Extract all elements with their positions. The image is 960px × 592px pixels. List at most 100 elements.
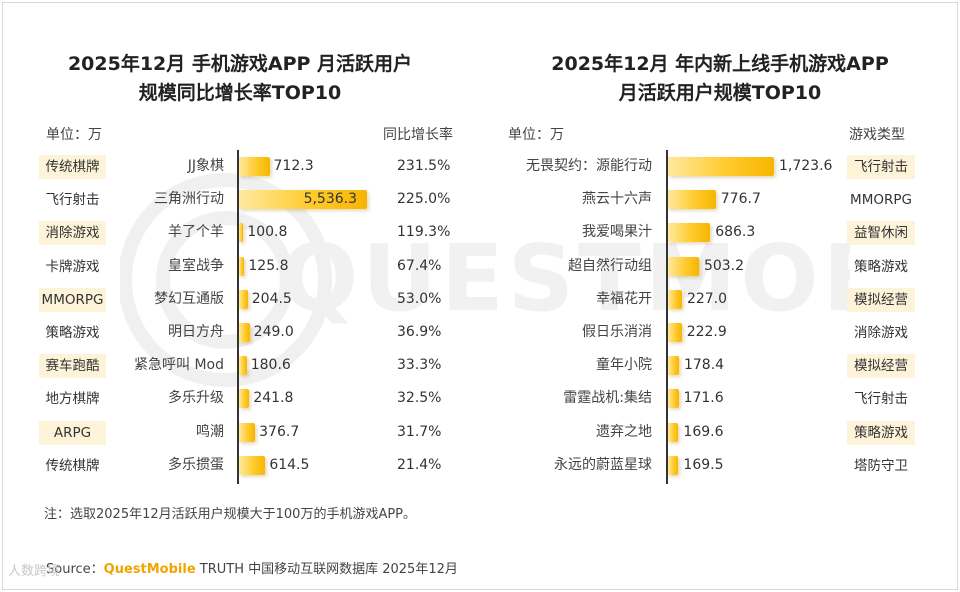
right-bar xyxy=(668,157,774,176)
left-genre-tag: 传统棋牌 xyxy=(45,457,100,474)
left-bar xyxy=(239,223,244,243)
right-row-1: 无畏契约：源能行动 1,723.6 飞行射击 xyxy=(0,150,960,183)
right-value-label: 686.3 xyxy=(715,224,756,241)
left-y-axis xyxy=(237,150,239,484)
left-bar xyxy=(239,455,266,475)
left-value-label: 180.6 xyxy=(250,357,291,374)
right-game-name: 无畏契约：源能行动 xyxy=(526,158,652,174)
left-bar xyxy=(239,422,256,442)
right-game-name: 假日乐消消 xyxy=(582,324,652,340)
right-bar xyxy=(668,190,716,210)
left-growth-value: 33.3% xyxy=(397,357,442,374)
left-growth-value: 36.9% xyxy=(397,324,442,340)
right-row-4: 超自然行动组 503.2 策略游戏 xyxy=(0,250,960,283)
left-value-label: 376.7 xyxy=(259,423,300,440)
right-value-label: 776.7 xyxy=(720,191,761,208)
right-row-2: 燕云十六声 776.7 MMORPG xyxy=(0,183,960,216)
left-growth-value: 67.4% xyxy=(397,257,442,274)
right-value-label: 503.2 xyxy=(703,257,745,274)
left-game-name: 紧急呼叫 Mod xyxy=(134,357,224,374)
left-growth-value: 119.3% xyxy=(397,224,451,241)
right-genre-tag: 模拟经营 xyxy=(847,354,915,379)
left-growth-header: 同比增长率 xyxy=(383,127,453,143)
left-value-label: 5,536.3 xyxy=(303,191,357,208)
right-bar xyxy=(668,422,679,442)
right-game-name: 燕云十六声 xyxy=(582,191,652,208)
left-title-line1: 2025年12月 手机游戏APP 月活跃用户 xyxy=(67,53,413,75)
right-row-3: 我爱喝果汁 686.3 益智休闲 xyxy=(0,216,960,249)
left-row-9: ARPG 鸣潮 376.7 31.7% xyxy=(0,416,480,449)
left-genre-tag: ARPG xyxy=(39,420,106,445)
left-bar xyxy=(239,157,270,176)
right-genre-tag: 模拟经营 xyxy=(847,287,915,312)
left-bar xyxy=(239,323,250,342)
left-chart-title: 2025年12月 手机游戏APP 月活跃用户 规模同比增长率TOP10 xyxy=(40,50,440,108)
right-game-name: 童年小院 xyxy=(596,357,652,374)
left-row-8: 地方棋牌 多乐升级 241.8 32.5% xyxy=(0,382,480,415)
left-row-1: 传统棋牌 JJ象棋 712.3 231.5% xyxy=(0,150,480,183)
left-genre-tag: 赛车跑酷 xyxy=(39,354,106,379)
right-value-label: 1,723.6 xyxy=(779,158,833,174)
left-value-label: 614.5 xyxy=(269,456,310,473)
source-brand: QuestMobile xyxy=(103,562,196,577)
left-growth-value: 31.7% xyxy=(397,423,442,440)
left-genre-tag: 消除游戏 xyxy=(39,221,106,246)
right-title-line2: 月活跃用户规模TOP10 xyxy=(618,82,822,104)
right-bar xyxy=(668,289,682,309)
source-line: Source：QuestMobile TRUTH 中国移动互联网数据库 2025… xyxy=(46,558,458,577)
right-row-10: 永远的蔚蓝星球 169.5 塔防守卫 xyxy=(0,449,960,482)
right-value-label: 169.5 xyxy=(683,456,724,473)
right-bar xyxy=(668,223,711,243)
right-genre-tag: 飞行射击 xyxy=(854,391,908,408)
corner-logo-text: 人数跨境 xyxy=(8,564,61,579)
right-row-5: 幸福花开 227.0 模拟经营 xyxy=(0,283,960,316)
left-row-4: 卡牌游戏 皇室战争 125.8 67.4% xyxy=(0,250,480,283)
right-row-6: 假日乐消消 222.9 消除游戏 xyxy=(0,316,960,349)
left-growth-value: 21.4% xyxy=(397,456,442,473)
left-value-label: 204.5 xyxy=(251,290,292,307)
left-genre-tag: 卡牌游戏 xyxy=(45,258,100,275)
right-genre-tag: 塔防守卫 xyxy=(854,457,908,474)
right-title-line1: 2025年12月 年内新上线手机游戏APP xyxy=(551,53,889,75)
left-title-line2: 规模同比增长率TOP10 xyxy=(138,82,342,104)
right-game-name: 永远的蔚蓝星球 xyxy=(554,456,652,473)
right-row-9: 遗弃之地 169.6 策略游戏 xyxy=(0,416,960,449)
left-game-name: 多乐升级 xyxy=(168,390,224,407)
right-game-name: 超自然行动组 xyxy=(568,257,652,274)
left-growth-value: 231.5% xyxy=(397,158,451,174)
left-row-2: 飞行射击 三角洲行动 5,536.3 225.0% xyxy=(0,183,480,216)
right-unit-label: 单位：万 xyxy=(508,127,564,143)
left-chart-rows: 传统棋牌 JJ象棋 712.3 231.5% 飞行射击 三角洲行动 5,536.3 225.0… xyxy=(0,150,480,484)
left-value-label: 249.0 xyxy=(253,324,294,340)
right-game-name: 我爱喝果汁 xyxy=(582,224,652,241)
left-row-10: 传统棋牌 多乐掼蛋 614.5 21.4% xyxy=(0,449,480,482)
right-genre-tag: 飞行射击 xyxy=(847,155,915,179)
left-bar xyxy=(239,289,248,309)
left-value-label: 100.8 xyxy=(247,224,288,241)
left-game-name: 鸣潮 xyxy=(196,423,224,440)
right-game-name: 遗弃之地 xyxy=(596,423,652,440)
left-genre-tag: 飞行射击 xyxy=(45,192,100,209)
right-bar xyxy=(668,455,679,475)
left-game-name: 三角洲行动 xyxy=(154,191,224,208)
left-bar xyxy=(239,389,250,409)
right-bar xyxy=(668,323,682,342)
right-value-label: 222.9 xyxy=(686,324,727,340)
right-game-name: 雷霆战机:集结 xyxy=(563,390,652,407)
left-genre-tag: 传统棋牌 xyxy=(39,155,106,179)
right-bar xyxy=(668,356,679,376)
left-game-name: 皇室战争 xyxy=(168,257,224,274)
left-value-label: 712.3 xyxy=(273,158,314,174)
right-chart-rows: 无畏契约：源能行动 1,723.6 飞行射击 燕云十六声 776.7 MMORPG 我爱喝果… xyxy=(0,150,960,484)
right-chart-title: 2025年12月 年内新上线手机游戏APP 月活跃用户规模TOP10 xyxy=(500,50,940,108)
left-row-3: 消除游戏 羊了个羊 100.8 119.3% xyxy=(0,216,480,249)
right-y-axis xyxy=(666,150,668,484)
left-value-label: 125.8 xyxy=(248,257,289,274)
left-row-5: MMORPG 梦幻互通版 204.5 53.0% xyxy=(0,283,480,316)
right-bar xyxy=(668,256,699,276)
right-genre-header: 游戏类型 xyxy=(849,127,905,143)
right-row-7: 童年小院 178.4 模拟经营 xyxy=(0,349,960,382)
left-row-6: 策略游戏 明日方舟 249.0 36.9% xyxy=(0,316,480,349)
right-value-label: 227.0 xyxy=(686,290,728,307)
left-genre-tag: MMORPG xyxy=(39,287,106,312)
